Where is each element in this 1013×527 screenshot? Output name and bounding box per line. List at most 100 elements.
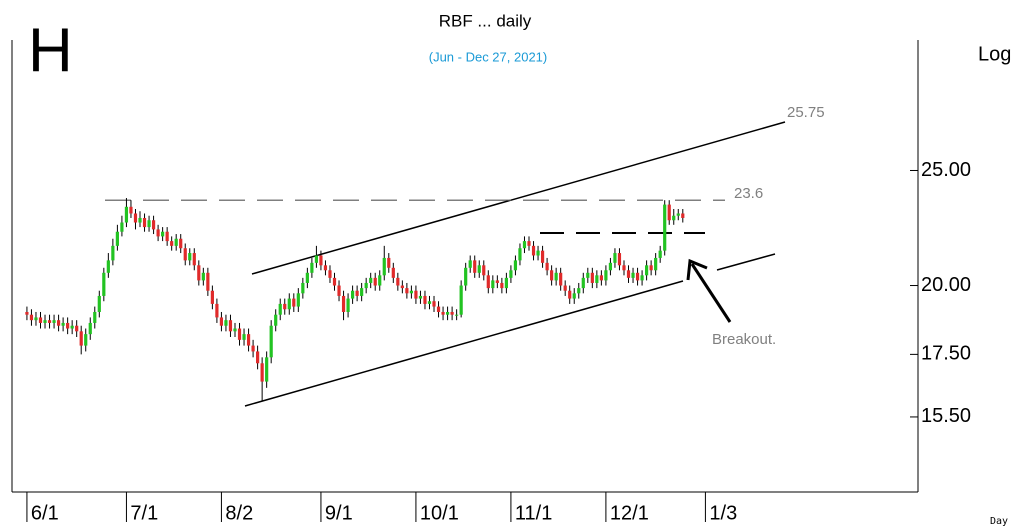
y-tick-label: 25.00: [921, 159, 971, 181]
candle-body: [622, 265, 626, 271]
candle-body: [165, 231, 169, 242]
candle-body: [568, 290, 572, 299]
candle-body: [278, 303, 282, 315]
candle-body: [161, 231, 165, 237]
candle-body: [251, 345, 255, 352]
candle-body: [147, 220, 151, 228]
candle-body: [79, 331, 83, 346]
chart-subtitle: (Jun - Dec 27, 2021): [429, 49, 548, 64]
candle-body: [210, 290, 214, 304]
candle-body: [563, 285, 567, 291]
channel-upper: [251, 121, 786, 275]
candle-body: [654, 257, 658, 271]
candle-body: [369, 277, 373, 283]
candle-body: [577, 288, 581, 294]
candle-body: [663, 204, 667, 251]
x-tick-label: 7/1: [130, 502, 158, 524]
candle-body: [201, 272, 205, 281]
candle-body: [142, 217, 147, 228]
candle-body: [56, 320, 61, 326]
candle-body: [84, 334, 88, 346]
candle-body: [382, 257, 386, 276]
candle-body: [477, 265, 481, 273]
candle-body: [360, 288, 364, 296]
candle-body: [522, 241, 527, 249]
candle-body: [156, 229, 160, 237]
channel-lower-extension: [716, 253, 776, 271]
candle-body: [350, 290, 355, 299]
x-tick-label: 10/1: [420, 502, 459, 524]
y-tick-label: 15.50: [921, 405, 971, 427]
candle-body: [124, 206, 129, 223]
candle-body: [423, 295, 427, 304]
candle-body: [432, 301, 436, 307]
candle-body: [115, 231, 119, 246]
candle-body: [355, 290, 359, 296]
candle-body: [500, 282, 504, 289]
candle-body: [617, 253, 622, 266]
candle-body: [323, 265, 328, 271]
candle-body: [405, 288, 409, 294]
candle-body: [296, 293, 300, 307]
x-tick-label: 9/1: [325, 502, 353, 524]
candle-body: [418, 295, 423, 299]
candle-body: [38, 317, 43, 323]
candle-body: [305, 272, 309, 283]
y-tick-label: 20.00: [921, 274, 971, 296]
candle-body: [626, 270, 631, 278]
period-label: Day: [990, 516, 1008, 527]
candle-body: [219, 317, 224, 326]
candle-body: [400, 285, 404, 289]
candle-body: [88, 322, 92, 335]
candle-body: [572, 293, 576, 299]
candle-body: [179, 238, 183, 249]
candle-body: [61, 322, 65, 326]
candle-body: [441, 311, 445, 315]
candle-body: [427, 301, 432, 304]
resistance-label: 23.6: [734, 185, 763, 202]
candle-body: [608, 262, 613, 271]
x-tick-label: 1/3: [709, 502, 737, 524]
candle-body: [645, 265, 649, 276]
candle-body: [450, 311, 454, 315]
arrow-head: [686, 258, 708, 281]
candle-body: [468, 260, 472, 268]
candle-body: [292, 298, 296, 307]
candle-body: [237, 328, 242, 340]
chart-title: RBF ... daily: [439, 11, 532, 30]
candle-body: [613, 253, 617, 263]
candle-body: [106, 260, 110, 273]
candle-body: [93, 311, 97, 323]
scale-label: Log: [978, 43, 1011, 65]
annotation-note: Breakout.: [712, 331, 776, 348]
candle-body: [224, 320, 228, 326]
candle-body: [233, 328, 237, 332]
candle-body: [667, 204, 671, 221]
candle-body: [445, 311, 450, 315]
candle-body: [527, 241, 531, 246]
candle-body: [495, 280, 499, 283]
candle-body: [25, 311, 29, 315]
candle-body: [455, 314, 459, 316]
candle-body: [301, 282, 305, 294]
candle-body: [459, 285, 463, 315]
candle-body: [513, 260, 518, 271]
candle-body: [649, 265, 653, 271]
candle-body: [170, 241, 174, 246]
candle-body: [635, 272, 640, 281]
x-tick-label: 6/1: [31, 502, 59, 524]
candle-body: [129, 206, 133, 214]
candle-body: [215, 303, 219, 318]
candle-body: [43, 320, 47, 323]
candle-body: [138, 217, 142, 223]
candle-body: [414, 290, 418, 299]
x-tick-label: 11/1: [515, 502, 552, 524]
candle-body: [531, 245, 536, 256]
candle-body: [274, 314, 278, 326]
candle-body: [676, 213, 680, 216]
candle-body: [378, 275, 382, 286]
candle-body: [550, 270, 554, 281]
candle-body: [373, 277, 377, 286]
